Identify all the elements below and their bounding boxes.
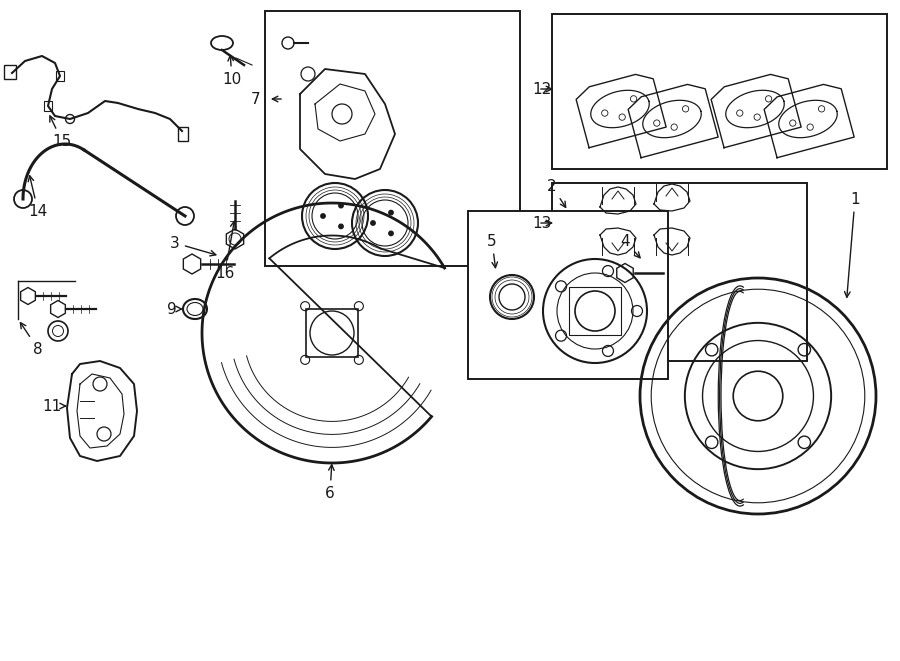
Text: 16: 16 bbox=[215, 221, 236, 280]
Bar bbox=[552, 183, 807, 361]
Bar bbox=[4, 65, 16, 79]
Text: 5: 5 bbox=[487, 233, 498, 268]
Bar bbox=[306, 309, 358, 357]
Bar bbox=[56, 71, 64, 81]
Text: 3: 3 bbox=[170, 235, 216, 256]
Circle shape bbox=[338, 224, 343, 229]
Bar bbox=[468, 211, 668, 379]
Bar bbox=[178, 127, 188, 141]
Text: 1: 1 bbox=[844, 192, 860, 297]
Text: 2: 2 bbox=[547, 178, 566, 208]
Text: 12: 12 bbox=[532, 81, 551, 97]
Text: 10: 10 bbox=[222, 56, 241, 87]
Text: 8: 8 bbox=[21, 323, 43, 356]
Bar bbox=[44, 101, 52, 111]
Text: 15: 15 bbox=[50, 116, 72, 149]
Circle shape bbox=[338, 204, 343, 208]
Text: 4: 4 bbox=[620, 233, 640, 258]
Bar bbox=[265, 11, 520, 266]
Text: 7: 7 bbox=[250, 91, 260, 106]
Circle shape bbox=[389, 210, 393, 215]
Text: 6: 6 bbox=[325, 465, 335, 500]
Text: 9: 9 bbox=[167, 301, 183, 317]
Circle shape bbox=[389, 231, 393, 235]
Text: 13: 13 bbox=[532, 215, 552, 231]
Text: 11: 11 bbox=[42, 399, 66, 414]
Circle shape bbox=[371, 221, 375, 225]
Circle shape bbox=[320, 214, 325, 218]
Text: 14: 14 bbox=[28, 176, 48, 219]
Bar bbox=[552, 14, 887, 169]
